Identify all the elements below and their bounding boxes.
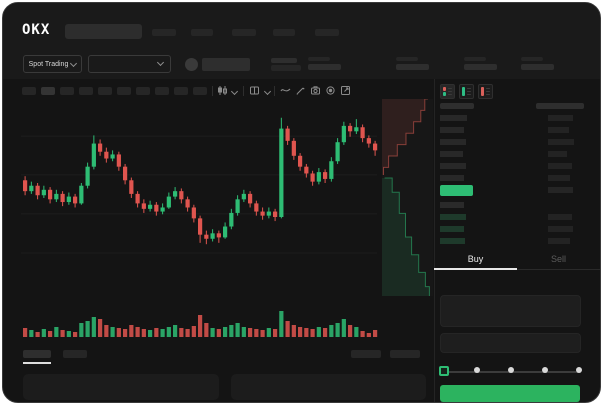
- okx-logo: OKX: [22, 22, 51, 38]
- last-price-amount: [548, 187, 573, 193]
- last-price-badge[interactable]: [440, 185, 473, 196]
- order-book-panel: [434, 79, 600, 402]
- candle-style-icon[interactable]: [217, 85, 228, 96]
- ask-row-price[interactable]: [440, 151, 463, 157]
- settings-icon[interactable]: [325, 85, 336, 96]
- last-price-placeholder: [271, 58, 297, 63]
- timeframe-button[interactable]: [155, 87, 169, 95]
- ask-row-amount: [548, 175, 570, 181]
- orderbook-mode-bids-icon[interactable]: [459, 84, 474, 99]
- stat-label-placeholder: [464, 57, 486, 61]
- orderbook-mode-asks-icon[interactable]: [478, 84, 493, 99]
- ob-header-amount: [536, 103, 584, 109]
- stat-label-placeholder: [308, 57, 330, 61]
- chevron-down-icon: [70, 59, 78, 67]
- header-background: [3, 3, 600, 79]
- timeframe-button[interactable]: [41, 87, 55, 95]
- draw-pencil-icon[interactable]: [295, 85, 306, 96]
- toolbar-divider: [243, 86, 244, 96]
- timeframe-button[interactable]: [60, 87, 74, 95]
- nav-item[interactable]: [191, 29, 213, 36]
- chevron-down-icon: [156, 58, 165, 67]
- trade-tabs: Buy Sell: [434, 249, 600, 270]
- timeframe-button[interactable]: [136, 87, 150, 95]
- bid-row-price[interactable]: [440, 214, 466, 220]
- tab-buy-label: Buy: [467, 254, 484, 264]
- slider-dot[interactable]: [576, 367, 582, 373]
- timeframe-button[interactable]: [174, 87, 188, 95]
- nav-item[interactable]: [273, 29, 295, 36]
- bottom-panel-left: [23, 374, 219, 400]
- depth-chart: [382, 99, 433, 296]
- toolbar-divider: [274, 86, 275, 96]
- timeframe-button[interactable]: [22, 87, 36, 95]
- ask-row-amount: [548, 139, 574, 145]
- bid-row-price[interactable]: [440, 226, 464, 232]
- ob-header-price: [440, 103, 474, 109]
- tab-sell[interactable]: Sell: [517, 249, 600, 269]
- chevron-down-icon[interactable]: [263, 87, 272, 96]
- indicator-icon[interactable]: [280, 85, 291, 96]
- candlestick-chart[interactable]: [17, 99, 381, 343]
- chevron-down-icon[interactable]: [230, 87, 239, 96]
- orders-tab[interactable]: [63, 350, 87, 358]
- ask-row-price[interactable]: [440, 175, 464, 181]
- market-type-selector[interactable]: Spot Trading: [23, 55, 82, 73]
- ask-row-price[interactable]: [440, 115, 467, 121]
- bid-row-price[interactable]: [440, 238, 465, 244]
- nav-item[interactable]: [152, 29, 176, 36]
- active-tab-underline: [434, 268, 517, 270]
- bid-row-price[interactable]: [440, 202, 464, 208]
- ask-row-price[interactable]: [440, 127, 464, 133]
- timeframe-button[interactable]: [98, 87, 112, 95]
- slider-dot[interactable]: [508, 367, 514, 373]
- stat-value-placeholder: [521, 64, 554, 70]
- bid-row-amount: [548, 214, 572, 220]
- pair-name-placeholder: [202, 58, 250, 71]
- stat-value-placeholder: [396, 64, 429, 70]
- tab-buy[interactable]: Buy: [434, 249, 517, 269]
- bottom-link-placeholder[interactable]: [351, 350, 381, 358]
- bottom-link-placeholder[interactable]: [390, 350, 420, 358]
- camera-icon[interactable]: [310, 85, 321, 96]
- stat-label-placeholder: [521, 57, 543, 61]
- market-type-label: Spot Trading: [28, 60, 69, 68]
- amount-input[interactable]: [440, 333, 581, 353]
- bottom-panel-right: [231, 374, 426, 400]
- stat-value-placeholder: [308, 64, 341, 70]
- ask-row-amount: [548, 151, 567, 157]
- orders-tab-underline: [23, 362, 51, 364]
- bid-row-amount: [548, 238, 570, 244]
- coin-icon: [185, 58, 198, 71]
- tab-sell-label: Sell: [550, 254, 566, 264]
- chart-layout-icon[interactable]: [249, 85, 260, 96]
- buy-button[interactable]: [440, 385, 580, 402]
- price-input[interactable]: [440, 295, 581, 327]
- price-change-placeholder: [271, 65, 301, 71]
- toolbar-divider: [212, 86, 213, 96]
- ask-row-amount: [548, 115, 573, 121]
- timeframe-button[interactable]: [193, 87, 207, 95]
- bid-row-amount: [548, 226, 573, 232]
- stat-label-placeholder: [396, 57, 418, 61]
- pair-selector[interactable]: [88, 55, 171, 73]
- slider-dot[interactable]: [474, 367, 480, 373]
- nav-item[interactable]: [232, 29, 256, 36]
- nav-item[interactable]: [315, 29, 339, 36]
- stat-value-placeholder: [464, 64, 497, 70]
- orderbook-mode-combined-icon[interactable]: [440, 84, 455, 99]
- search-input[interactable]: [65, 24, 142, 39]
- ask-row-amount: [548, 163, 572, 169]
- ask-row-price[interactable]: [440, 163, 466, 169]
- fullscreen-icon[interactable]: [340, 85, 351, 96]
- orders-tab-active[interactable]: [23, 350, 51, 358]
- slider-handle[interactable]: [439, 366, 449, 376]
- timeframe-button[interactable]: [79, 87, 93, 95]
- ask-row-price[interactable]: [440, 139, 466, 145]
- ask-row-amount: [548, 127, 569, 133]
- slider-dot[interactable]: [542, 367, 548, 373]
- timeframe-button[interactable]: [117, 87, 131, 95]
